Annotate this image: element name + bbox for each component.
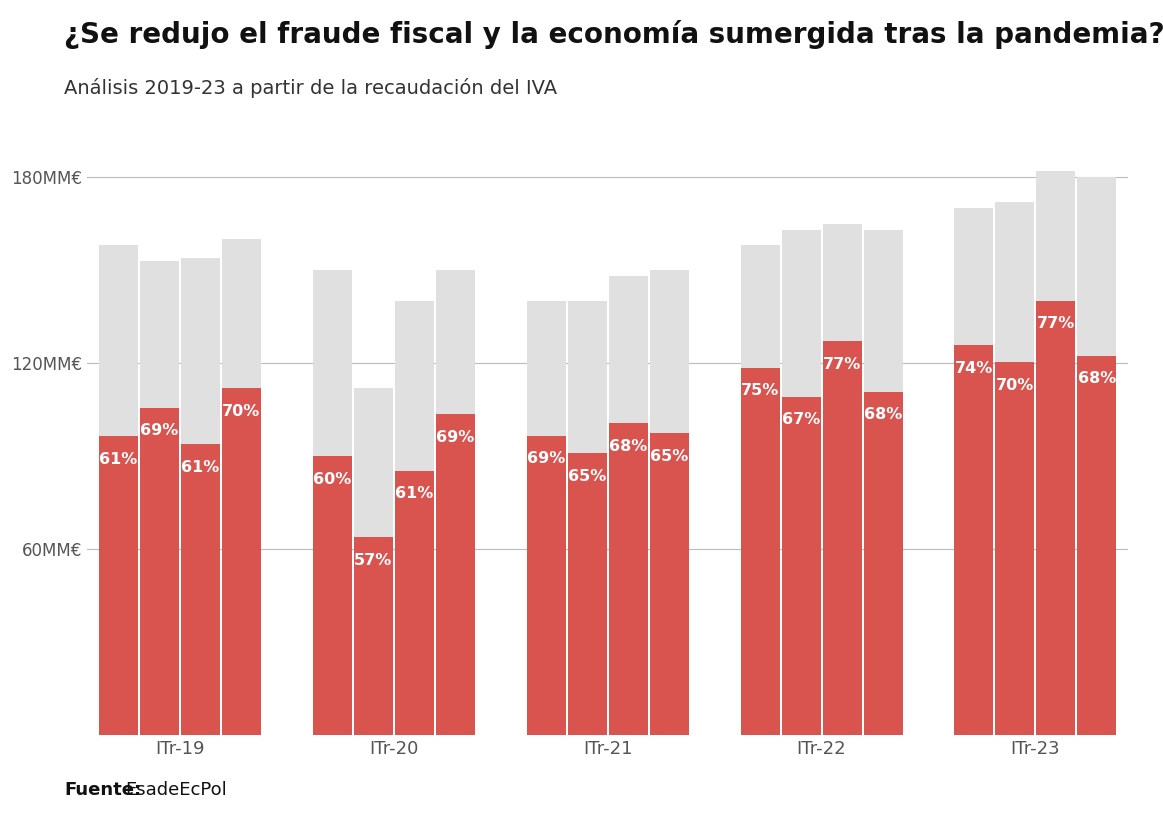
Bar (608, 276, 648, 735)
Bar (568, 301, 607, 735)
Bar (140, 408, 179, 735)
Text: Fuente:: Fuente: (64, 781, 141, 799)
Bar (608, 423, 648, 735)
Bar (996, 202, 1034, 735)
Bar (99, 436, 138, 735)
Text: 61%: 61% (395, 486, 434, 501)
Bar (1077, 177, 1116, 735)
Bar (996, 362, 1034, 735)
Bar (955, 208, 993, 735)
Text: 77%: 77% (823, 357, 861, 372)
Text: 75%: 75% (741, 383, 779, 399)
Bar (782, 230, 821, 735)
Text: 69%: 69% (527, 451, 565, 467)
Bar (222, 239, 261, 735)
Bar (955, 346, 993, 735)
Bar (354, 538, 393, 735)
Text: 69%: 69% (141, 423, 178, 439)
Bar (436, 414, 475, 735)
Bar (568, 453, 607, 735)
Text: 70%: 70% (996, 377, 1034, 392)
Text: 65%: 65% (650, 449, 688, 463)
Text: 61%: 61% (99, 452, 137, 467)
Bar (822, 342, 862, 735)
Text: 68%: 68% (1078, 371, 1116, 386)
Bar (394, 301, 434, 735)
Bar (1036, 171, 1076, 735)
Text: 70%: 70% (222, 404, 261, 418)
Text: 68%: 68% (864, 407, 902, 422)
Text: 60%: 60% (313, 471, 351, 487)
Bar (864, 230, 902, 735)
Bar (782, 397, 821, 735)
Bar (1036, 301, 1076, 735)
Bar (436, 270, 475, 735)
Bar (313, 270, 351, 735)
Text: 57%: 57% (355, 553, 392, 568)
Text: 74%: 74% (955, 361, 993, 376)
Bar (741, 245, 779, 735)
Bar (527, 435, 565, 735)
Text: Análisis 2019-23 a partir de la recaudación del IVA: Análisis 2019-23 a partir de la recaudac… (64, 78, 557, 97)
Bar (741, 368, 779, 735)
Bar (99, 245, 138, 735)
Bar (313, 456, 351, 735)
Text: ¿Se redujo el fraude fiscal y la economía sumergida tras la pandemia?: ¿Se redujo el fraude fiscal y la economí… (64, 20, 1163, 49)
Bar (181, 258, 220, 735)
Bar (1077, 356, 1116, 735)
Bar (864, 391, 902, 735)
Bar (650, 270, 688, 735)
Text: 69%: 69% (436, 430, 475, 445)
Bar (181, 444, 220, 735)
Text: 68%: 68% (609, 439, 648, 453)
Bar (222, 388, 261, 735)
Bar (140, 261, 179, 735)
Bar (394, 471, 434, 735)
Text: 65%: 65% (568, 469, 606, 484)
Bar (650, 433, 688, 735)
Text: 77%: 77% (1037, 316, 1075, 332)
Text: EsadeEcPol: EsadeEcPol (126, 781, 227, 799)
Text: 67%: 67% (782, 413, 820, 427)
Text: 61%: 61% (181, 459, 220, 475)
Bar (527, 301, 565, 735)
Bar (354, 388, 393, 735)
Bar (822, 224, 862, 735)
